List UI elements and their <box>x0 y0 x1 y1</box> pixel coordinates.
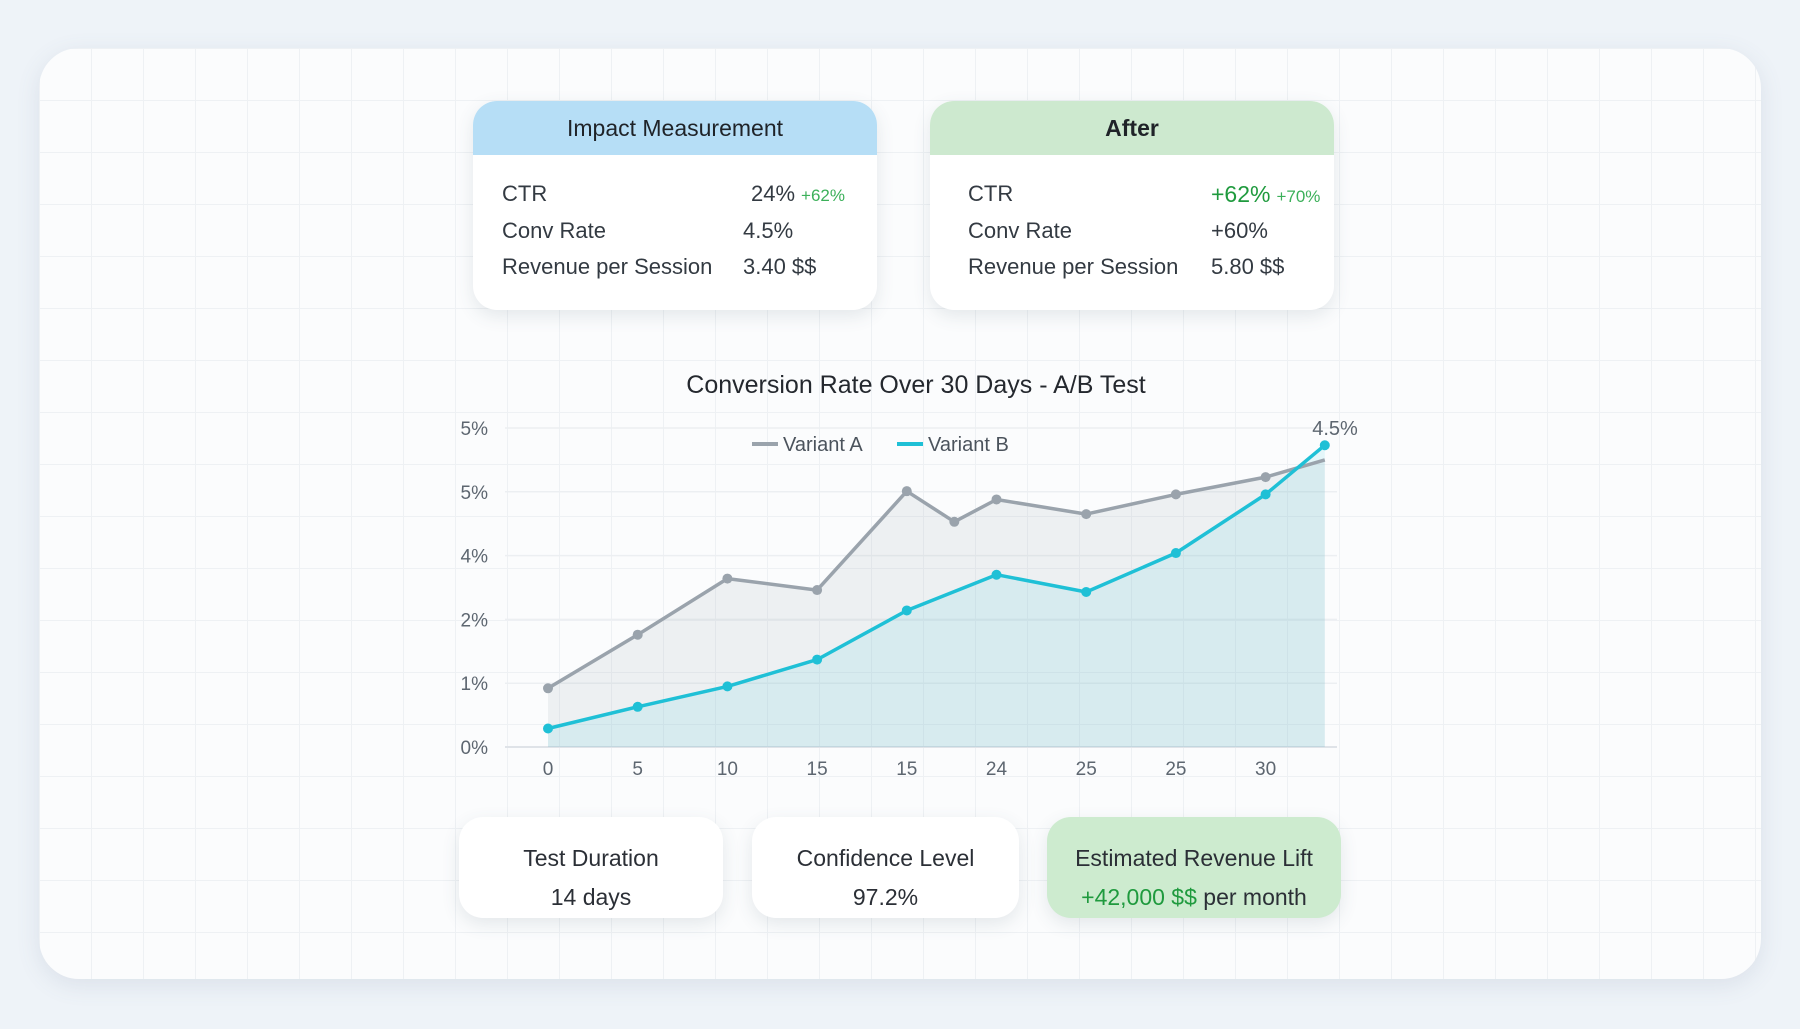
stat-test-duration: Test Duration 14 days <box>459 817 723 918</box>
data-point <box>1081 586 1092 597</box>
metric-value: 24% <box>751 181 796 206</box>
stat-revenue-lift: Estimated Revenue Lift +42,000 $$ per mo… <box>1047 817 1341 918</box>
data-point <box>1260 472 1271 483</box>
metric-value: 5.80 $$ <box>1211 254 1285 279</box>
metric-label: Conv Rate <box>968 218 1072 243</box>
stat-value: 14 days <box>550 884 632 910</box>
stat-label: Test Duration <box>523 845 659 871</box>
end-value-label: 4.5% <box>1312 418 1358 440</box>
y-tick-label: 2% <box>461 610 489 631</box>
data-point <box>543 683 553 694</box>
x-tick-label: 25 <box>1165 759 1186 780</box>
data-point <box>632 629 643 640</box>
y-tick-label: 1% <box>461 674 489 695</box>
x-tick-label: 25 <box>1076 759 1097 780</box>
stat-label: Estimated Revenue Lift <box>1075 845 1313 871</box>
metric-label: CTR <box>968 181 1014 206</box>
dashboard-panel <box>39 48 1761 979</box>
x-tick-label: 5 <box>632 759 643 780</box>
y-tick-label: 5% <box>461 483 489 504</box>
series-area-1 <box>548 445 1325 747</box>
y-tick-label: 4% <box>461 547 489 568</box>
data-point <box>1260 489 1271 500</box>
data-point <box>901 605 912 616</box>
data-point <box>632 701 643 712</box>
x-tick-label: 15 <box>807 759 828 780</box>
metric-value: +62% <box>1211 181 1271 207</box>
series-line-variant-b <box>547 443 1326 731</box>
stat-label: Confidence Level <box>796 845 975 871</box>
x-tick-label: 15 <box>896 759 917 780</box>
metric-delta: +70% <box>1276 187 1321 206</box>
metric-label: Conv Rate <box>502 218 606 243</box>
card-header: Impact Measurement <box>473 101 877 155</box>
y-tick-label: 0% <box>461 738 489 759</box>
after-metrics-card: After CTR +62% +70% Conv Rate +60% Revenu… <box>930 101 1334 310</box>
series-area-0 <box>548 459 1325 747</box>
data-point <box>812 585 823 596</box>
metric-value: +60% <box>1211 218 1268 243</box>
metric-value: 3.40 $$ <box>743 254 817 279</box>
data-point <box>543 723 553 734</box>
metric-value: 4.5% <box>743 218 794 243</box>
metric-label: Revenue per Session <box>502 254 713 279</box>
data-point <box>1081 509 1092 520</box>
stat-value: 97.2% <box>852 884 919 910</box>
stat-value: +42,000 $$ <box>1081 884 1197 910</box>
data-point <box>949 516 960 527</box>
metric-delta: +62% <box>801 186 845 205</box>
data-point <box>991 569 1002 580</box>
stat-confidence-level: Confidence Level 97.2% <box>752 817 1019 918</box>
stat-suffix: per month <box>1203 884 1307 910</box>
before-metrics-card: Impact Measurement CTR 24% +62% Conv Rate… <box>473 101 877 310</box>
stat-value-group: +42,000 $$ per month <box>1047 884 1341 911</box>
data-point <box>1319 440 1330 451</box>
card-header: After <box>930 101 1334 155</box>
data-point <box>722 681 733 692</box>
data-point <box>991 494 1002 505</box>
metric-value-group: +62% +70% <box>1211 181 1320 208</box>
x-tick-label: 30 <box>1255 759 1276 780</box>
x-tick-label: 10 <box>717 759 738 780</box>
metric-value-group: 24% +62% <box>751 181 845 207</box>
metric-label: Revenue per Session <box>968 254 1179 279</box>
legend-label: Variant A <box>783 434 863 456</box>
data-point <box>901 486 912 497</box>
data-point <box>812 654 823 665</box>
x-tick-label: 24 <box>986 759 1008 780</box>
y-tick-label: 5% <box>461 419 489 440</box>
data-point <box>722 573 733 584</box>
legend-label: Variant B <box>928 434 1009 456</box>
data-point <box>1170 548 1181 559</box>
data-point <box>1170 489 1181 500</box>
x-tick-label: 0 <box>543 759 554 780</box>
chart-title: Conversion Rate Over 30 Days - A/B Test <box>686 371 1146 399</box>
metric-label: CTR <box>502 181 548 206</box>
